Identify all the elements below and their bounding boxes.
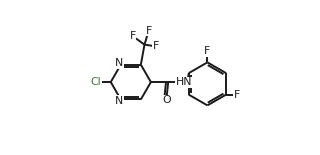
Text: HN: HN: [176, 77, 193, 87]
Text: F: F: [145, 26, 152, 36]
Text: N: N: [115, 96, 123, 106]
Text: F: F: [153, 41, 159, 51]
Text: N: N: [115, 58, 123, 68]
Text: F: F: [234, 90, 240, 100]
Text: O: O: [163, 95, 171, 105]
Text: F: F: [130, 31, 136, 41]
Text: F: F: [204, 46, 211, 56]
Text: Cl: Cl: [91, 77, 101, 87]
